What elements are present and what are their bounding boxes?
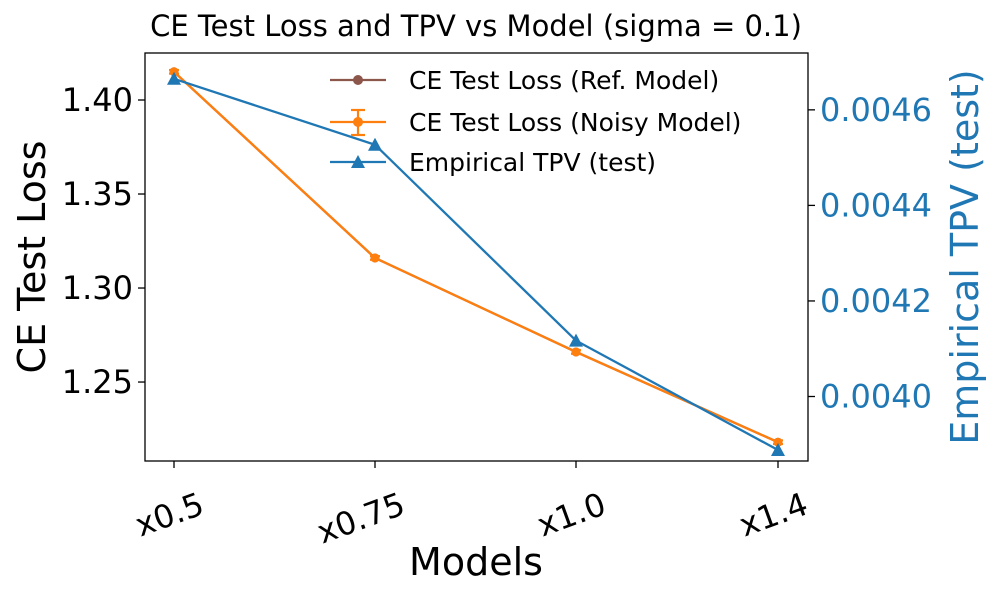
series-layer <box>167 67 785 457</box>
data-point <box>368 137 382 151</box>
y-axis-label-left: CE Test Loss <box>10 141 54 374</box>
legend: CE Test Loss (Ref. Model) CE Test Loss (… <box>330 66 741 177</box>
left-tick-label: 1.40 <box>62 81 133 119</box>
right-tick-label: 0.0046 <box>820 91 932 129</box>
data-point <box>370 253 380 263</box>
right-tick-label: 0.0040 <box>820 378 932 416</box>
x-tick-label: x1.4 <box>734 485 813 545</box>
legend-marker-noisy-model <box>353 117 363 127</box>
right-tick-label: 0.0044 <box>820 186 932 224</box>
series-line-2 <box>173 77 779 452</box>
legend-label-noisy-model: CE Test Loss (Noisy Model) <box>409 108 741 137</box>
data-point <box>569 333 583 347</box>
data-point <box>571 347 581 357</box>
left-tick-label: 1.30 <box>62 269 133 307</box>
left-axis-ticks: 1.25 1.30 1.35 1.40 <box>62 81 145 401</box>
left-tick-label: 1.35 <box>62 175 133 213</box>
legend-label-ref-model: CE Test Loss (Ref. Model) <box>409 66 719 95</box>
series-line-1 <box>173 70 779 444</box>
x-tick-label: x0.75 <box>312 485 410 552</box>
right-tick-label: 0.0042 <box>820 282 932 320</box>
right-axis-ticks: 0.0040 0.0042 0.0044 0.0046 <box>808 91 932 416</box>
legend-marker-tpv <box>351 155 365 168</box>
plot-area <box>144 52 809 462</box>
y-axis-label-right: Empirical TPV (test) <box>943 69 987 445</box>
legend-entry-ref-model: CE Test Loss (Ref. Model) <box>330 66 719 95</box>
x-axis-ticks: x0.5 x0.75 x1.0 x1.4 <box>130 461 813 551</box>
x-tick-label: x0.5 <box>130 485 209 545</box>
legend-marker-ref-model <box>353 75 363 85</box>
x-axis-label: Models <box>409 540 543 584</box>
chart-title: CE Test Loss and TPV vs Model (sigma = 0… <box>150 9 802 43</box>
data-point <box>167 71 181 85</box>
x-tick-label: x1.0 <box>532 485 611 545</box>
legend-entry-noisy-model: CE Test Loss (Noisy Model) <box>330 108 741 137</box>
legend-label-tpv: Empirical TPV (test) <box>409 148 656 177</box>
data-point <box>771 443 785 457</box>
legend-entry-tpv: Empirical TPV (test) <box>330 148 656 177</box>
left-tick-label: 1.25 <box>62 363 133 401</box>
data-point <box>773 437 783 447</box>
